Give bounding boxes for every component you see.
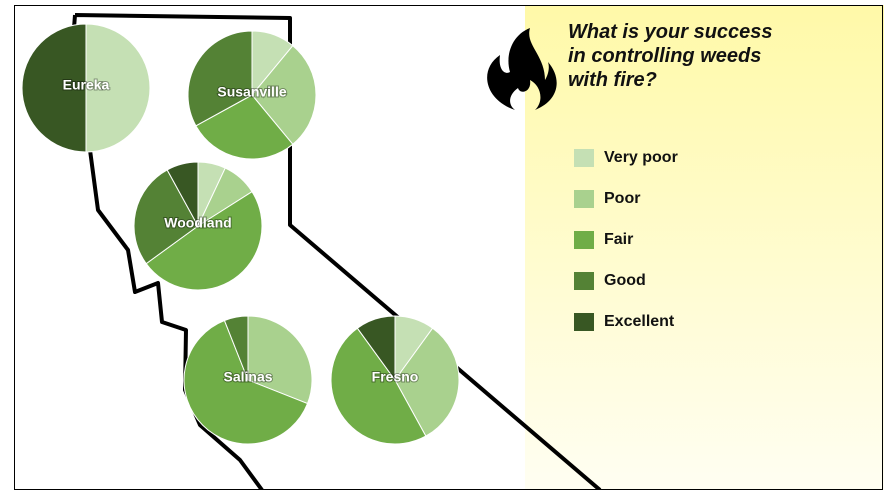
- pie-slice: [223, 315, 249, 381]
- legend-label: Excellent: [604, 313, 675, 330]
- legend-label: Good: [604, 272, 646, 289]
- legend-label: Very poor: [604, 149, 678, 166]
- pie-slice: [187, 30, 253, 127]
- pie-slice: [183, 319, 309, 445]
- pie-label: Salinas: [223, 369, 272, 385]
- pie-slice: [394, 327, 460, 437]
- pie-slice: [247, 315, 313, 405]
- legend-swatch: [574, 272, 594, 290]
- pie-slice: [85, 23, 151, 153]
- pie-slice: [251, 44, 317, 146]
- pie-slice: [166, 161, 199, 227]
- title: What is your success in controlling weeds…: [568, 21, 773, 91]
- pie-slice: [330, 327, 427, 445]
- legend-label: Poor: [604, 190, 640, 207]
- pie-slice: [145, 191, 263, 291]
- legend-swatch: [574, 313, 594, 331]
- pie-label: Susanville: [217, 84, 286, 100]
- fire-icon: [487, 28, 557, 110]
- pie-label: Fresno: [372, 369, 419, 385]
- pie-slice: [356, 315, 396, 382]
- legend-swatch: [574, 149, 594, 167]
- legend-label: Fair: [604, 231, 633, 248]
- pie-label: Woodland: [164, 215, 231, 231]
- pie-label: Eureka: [63, 77, 110, 93]
- pie-slice: [195, 94, 294, 160]
- legend-swatch: [574, 231, 594, 249]
- pie-slice: [133, 169, 199, 265]
- pie-slice: [21, 23, 87, 153]
- legend-swatch: [574, 190, 594, 208]
